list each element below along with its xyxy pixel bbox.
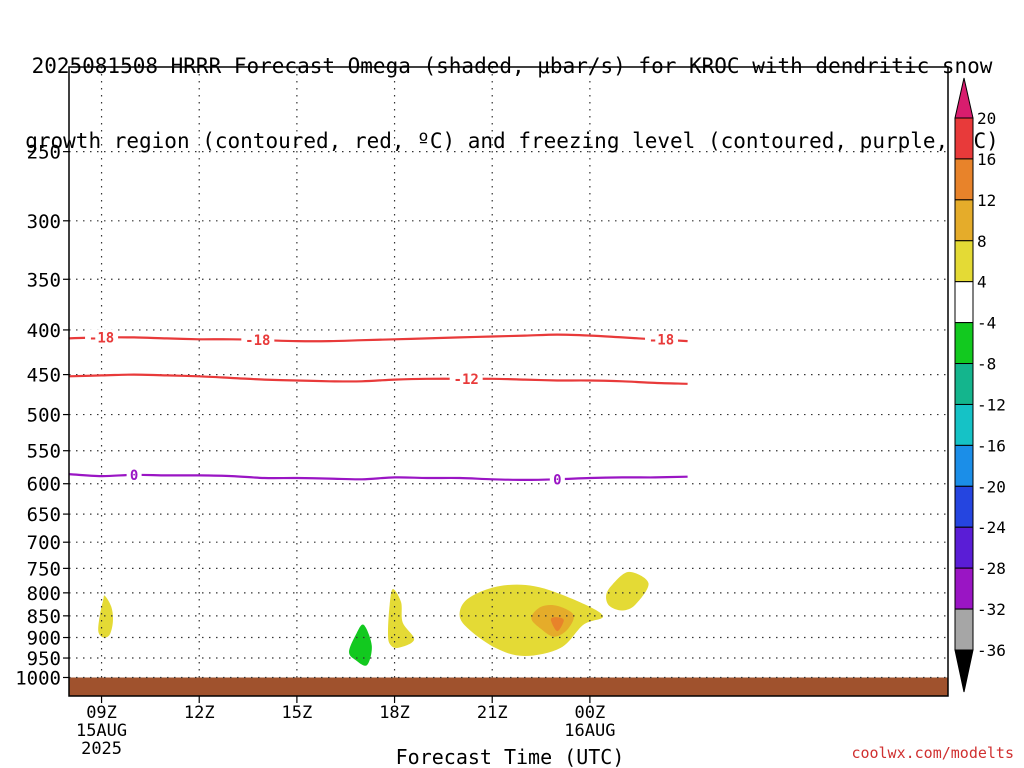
x-tick-label-09Z: 09Z bbox=[86, 703, 117, 723]
colorbar-box-6 bbox=[954, 363, 974, 405]
y-tick-label-650: 650 bbox=[27, 504, 61, 526]
x-tick-label-12Z: 12Z bbox=[184, 703, 215, 723]
colorbar-box-0 bbox=[954, 117, 974, 160]
colorbar-label--16: -16 bbox=[977, 436, 1006, 455]
colorbar: 20 16 12 8 4 -4 -8 -12 -16 -20 -24 -28 -32 -36 bbox=[954, 77, 1006, 693]
x-tick-date-09Z: 15AUG bbox=[76, 721, 127, 741]
y-tick-label-350: 350 bbox=[27, 269, 61, 291]
contour-label-0: 0 bbox=[553, 472, 561, 488]
colorbar-box-10 bbox=[954, 526, 974, 569]
contour-label--18: -18 bbox=[245, 333, 270, 349]
colorbar-box-1 bbox=[954, 158, 974, 201]
colorbar-label-8: 8 bbox=[977, 232, 987, 251]
y-tick-label-250: 250 bbox=[27, 142, 61, 164]
contour-label-bg-0 bbox=[126, 466, 142, 483]
contour-label--18: -18 bbox=[89, 330, 114, 346]
contour--12-1 bbox=[69, 373, 688, 385]
y-tick-label-750: 750 bbox=[27, 558, 61, 580]
colorbar-label--28: -28 bbox=[977, 559, 1006, 578]
y-tick-label-450: 450 bbox=[27, 365, 61, 387]
colorbar-label--36: -36 bbox=[977, 641, 1006, 660]
contour-label--12: -12 bbox=[454, 372, 479, 388]
colorbar-bottom-arrow bbox=[954, 649, 974, 693]
contour-label-bg-0 bbox=[549, 471, 565, 488]
watermark: coolwx.com/modelts bbox=[851, 744, 1014, 762]
colorbar-box-9 bbox=[954, 485, 974, 528]
y-tick-label-900: 900 bbox=[27, 628, 61, 650]
y-tick-label-500: 500 bbox=[27, 405, 61, 427]
axes: 2503003504004505005506006507007508008509… bbox=[15, 66, 949, 759]
colorbar-box-12 bbox=[954, 608, 974, 651]
omega-region-5 bbox=[606, 571, 649, 611]
colorbar-label--20: -20 bbox=[977, 477, 1006, 496]
colorbar-box-4 bbox=[954, 281, 974, 324]
chart-title-line-1: 2025081508 HRRR Forecast Omega (shaded, … bbox=[31, 54, 993, 78]
chart-title-line-2: growth region (contoured, red, ºC) and f… bbox=[25, 129, 999, 153]
y-tick-label-950: 950 bbox=[27, 648, 61, 670]
x-tick-label-00Z: 00Z bbox=[575, 703, 606, 723]
contour-label-bg--18 bbox=[645, 331, 679, 348]
y-tick-label-800: 800 bbox=[27, 583, 61, 605]
omega-shading bbox=[98, 571, 649, 666]
colorbar-box-5 bbox=[954, 322, 974, 365]
colorbar-label--32: -32 bbox=[977, 600, 1006, 619]
colorbar-box-2 bbox=[954, 199, 974, 242]
colorbar-box-7 bbox=[954, 403, 974, 446]
x-tick-date-00Z: 16AUG bbox=[564, 721, 615, 741]
y-tick-label-600: 600 bbox=[27, 474, 61, 496]
y-tick-label-700: 700 bbox=[27, 532, 61, 554]
contour-lines: -18 -18 -18 -12 0 0 bbox=[69, 329, 688, 488]
colorbar-label--12: -12 bbox=[977, 395, 1006, 414]
omega-region-0 bbox=[98, 595, 113, 638]
colorbar-label-12: 12 bbox=[977, 191, 996, 210]
colorbar-box-8 bbox=[954, 444, 974, 487]
plot-frame bbox=[68, 66, 949, 697]
contour-label-0: 0 bbox=[130, 468, 138, 484]
omega-region-1 bbox=[388, 588, 415, 649]
chart-title: 2025081508 HRRR Forecast Omega (shaded, … bbox=[0, 4, 1024, 179]
contour--18-0 bbox=[69, 333, 688, 343]
omega-region-6 bbox=[349, 624, 372, 666]
plot-area: -18 -18 -18 -12 0 0 bbox=[69, 67, 948, 696]
omega-region-4 bbox=[550, 617, 564, 632]
colorbar-label-4: 4 bbox=[977, 273, 987, 292]
ground-below-surface bbox=[69, 677, 948, 696]
x-tick-label-18Z: 18Z bbox=[379, 703, 410, 723]
x-axis-label: Forecast Time (UTC) bbox=[396, 745, 625, 768]
x-tick-label-21Z: 21Z bbox=[477, 703, 508, 723]
x-tick-label-15Z: 15Z bbox=[282, 703, 313, 723]
colorbar-label--8: -8 bbox=[977, 355, 996, 374]
y-tick-label-550: 550 bbox=[27, 441, 61, 463]
y-tick-label-1000: 1000 bbox=[15, 667, 61, 689]
colorbar-box-11 bbox=[954, 567, 974, 610]
contour-0-2 bbox=[69, 473, 688, 482]
colorbar-label--24: -24 bbox=[977, 518, 1006, 537]
colorbar-top-arrow bbox=[954, 77, 974, 119]
x-tick-year-09Z: 2025 bbox=[81, 739, 122, 759]
colorbar-label-16: 16 bbox=[977, 150, 996, 169]
contour-label-bg--12 bbox=[449, 370, 483, 387]
contour-label--18: -18 bbox=[649, 333, 674, 349]
y-tick-label-300: 300 bbox=[27, 211, 61, 233]
y-tick-label-850: 850 bbox=[27, 606, 61, 628]
colorbar-label-20: 20 bbox=[977, 109, 996, 128]
contour-label-bg--18 bbox=[85, 329, 119, 346]
y-tick-label-400: 400 bbox=[27, 320, 61, 342]
omega-region-2 bbox=[459, 584, 604, 656]
colorbar-box-3 bbox=[954, 240, 974, 283]
contour-label-bg--18 bbox=[241, 332, 275, 349]
colorbar-label--4: -4 bbox=[977, 314, 996, 333]
